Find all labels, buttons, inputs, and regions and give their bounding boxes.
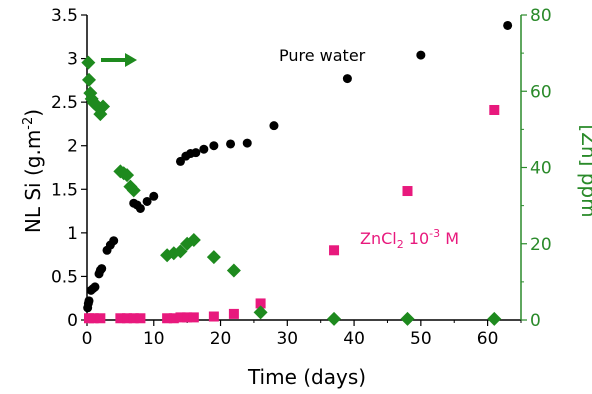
y2-tick-label: 40 <box>530 159 552 179</box>
point-zncl2 <box>182 312 193 323</box>
point-zn <box>206 250 221 265</box>
annotation-zncl2-base: ZnCl <box>360 229 397 248</box>
annotation-pure-water: Pure water <box>279 46 366 65</box>
point-pure-water <box>135 203 145 213</box>
point-zn <box>126 183 141 198</box>
point-zncl2 <box>228 308 239 319</box>
point-zn <box>226 263 241 278</box>
x-tick-label: 40 <box>343 329 365 349</box>
point-zncl2 <box>208 311 219 322</box>
y-axis-title-sup: -2 <box>21 117 36 130</box>
point-zn <box>186 232 201 247</box>
annotation-zncl2-tail: 10 <box>404 229 429 248</box>
y2-tick-label: 20 <box>530 235 552 255</box>
x-tick-label: 20 <box>210 329 232 349</box>
chart-marks <box>81 20 513 326</box>
point-pure-water <box>209 141 219 151</box>
x-tick-label: 30 <box>276 329 298 349</box>
y2-axis-title: [Zn] ppm <box>577 124 592 217</box>
y-axis-title-tail: ) <box>21 109 45 117</box>
point-zn <box>96 99 111 114</box>
y2-tick-label: 80 <box>530 6 552 26</box>
y-tick-label: 1 <box>67 224 78 244</box>
point-pure-water <box>149 191 159 201</box>
y-tick-label: 2 <box>67 137 78 157</box>
point-zn <box>253 305 268 320</box>
annotation-zncl2-end: M <box>440 229 459 248</box>
chart-axes: 0 10 20 30 40 50 60 0 0.5 1 1.5 2 2.5 3 3.5 0 20 40 60 80 <box>51 6 552 349</box>
point-zn <box>173 244 188 259</box>
y-tick-label: 0 <box>67 311 78 331</box>
point-zncl2 <box>95 313 106 324</box>
y-tick-label: 1.5 <box>51 180 78 200</box>
y2-tick-label: 0 <box>530 311 541 331</box>
point-zncl2 <box>188 312 199 323</box>
point-pure-water <box>269 121 279 131</box>
point-zncl2 <box>168 313 179 324</box>
point-zncl2 <box>128 313 139 324</box>
point-zncl2 <box>115 313 126 324</box>
right-axis-arrow <box>101 53 137 67</box>
point-pure-water <box>84 296 94 306</box>
point-pure-water <box>199 144 209 154</box>
x-tick-label: 0 <box>82 329 93 349</box>
y-tick-label: 3.5 <box>51 6 78 26</box>
point-pure-water <box>342 74 352 84</box>
point-zn <box>327 311 342 326</box>
point-pure-water <box>142 196 152 206</box>
x-tick-label: 10 <box>143 329 165 349</box>
annotation-zncl2-sup: -3 <box>429 227 440 240</box>
point-zn <box>120 168 135 183</box>
point-zncl2 <box>122 313 133 324</box>
y-axis-title-base: NL Si (g.m <box>21 130 45 233</box>
point-pure-water <box>416 50 426 60</box>
point-pure-water <box>90 282 100 292</box>
point-pure-water <box>191 148 201 158</box>
point-zncl2 <box>135 313 146 324</box>
point-zncl2 <box>175 312 186 323</box>
point-zncl2 <box>489 104 500 115</box>
y-tick-label: 0.5 <box>51 267 78 287</box>
point-pure-water <box>97 264 107 274</box>
point-zncl2 <box>255 298 266 309</box>
point-zn <box>81 55 96 70</box>
point-zn <box>487 311 502 326</box>
y-tick-label: 2.5 <box>51 93 78 113</box>
x-tick-label: 50 <box>410 329 432 349</box>
point-zn <box>400 311 415 326</box>
annotation-zncl2-sub: 2 <box>397 238 404 251</box>
y-tick-label: 3 <box>67 50 78 70</box>
point-zncl2 <box>329 245 340 256</box>
point-zncl2 <box>162 313 173 324</box>
point-pure-water <box>242 138 252 148</box>
annotation-zncl2: ZnCl2 10-3 M <box>360 227 459 251</box>
x-axis-title: Time (days) <box>247 365 366 389</box>
point-pure-water <box>226 139 236 149</box>
y-axis-title: NL Si (g.m-2) <box>21 109 45 233</box>
point-pure-water <box>109 236 119 246</box>
x-tick-label: 60 <box>477 329 499 349</box>
y2-tick-label: 60 <box>530 82 552 102</box>
point-zncl2 <box>88 313 99 324</box>
point-zncl2 <box>402 186 413 197</box>
point-pure-water <box>503 20 513 30</box>
point-zn <box>82 72 97 87</box>
